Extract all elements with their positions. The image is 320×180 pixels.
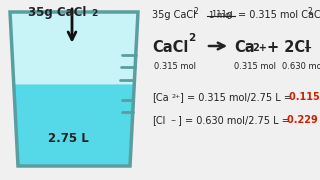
Text: [Ca: [Ca: [152, 92, 169, 102]
Text: 1 mol: 1 mol: [209, 11, 233, 20]
Text: 2+: 2+: [252, 43, 267, 53]
Text: [Cl: [Cl: [152, 115, 165, 125]
Text: 0.115 M: 0.115 M: [289, 92, 320, 102]
Text: 2.75 L: 2.75 L: [48, 132, 88, 145]
Polygon shape: [10, 12, 138, 84]
Polygon shape: [14, 84, 134, 166]
Text: = 0.315 mol CaCl: = 0.315 mol CaCl: [238, 10, 320, 20]
Text: 2: 2: [194, 7, 199, 16]
Text: Ca: Ca: [234, 40, 255, 55]
Text: 35g CaCl: 35g CaCl: [152, 10, 196, 20]
Text: −: −: [304, 43, 312, 53]
Text: 35g CaCl: 35g CaCl: [28, 6, 86, 19]
Text: −: −: [170, 117, 175, 122]
Text: 0.229 M: 0.229 M: [287, 115, 320, 125]
Text: 2: 2: [91, 9, 97, 18]
Text: CaCl: CaCl: [152, 40, 188, 55]
Text: 2: 2: [308, 7, 313, 16]
Text: 0.315 mol: 0.315 mol: [154, 62, 196, 71]
Text: 2+: 2+: [172, 94, 181, 99]
Text: + 2Cl: + 2Cl: [267, 40, 310, 55]
Text: ] = 0.315 mol/2.75 L =: ] = 0.315 mol/2.75 L =: [180, 92, 295, 102]
Text: 111g: 111g: [211, 10, 232, 19]
Text: ] = 0.630 mol/2.75 L =: ] = 0.630 mol/2.75 L =: [178, 115, 293, 125]
Text: 2: 2: [188, 33, 195, 43]
Text: 0.315 mol: 0.315 mol: [234, 62, 276, 71]
Text: 0.630 mol: 0.630 mol: [282, 62, 320, 71]
